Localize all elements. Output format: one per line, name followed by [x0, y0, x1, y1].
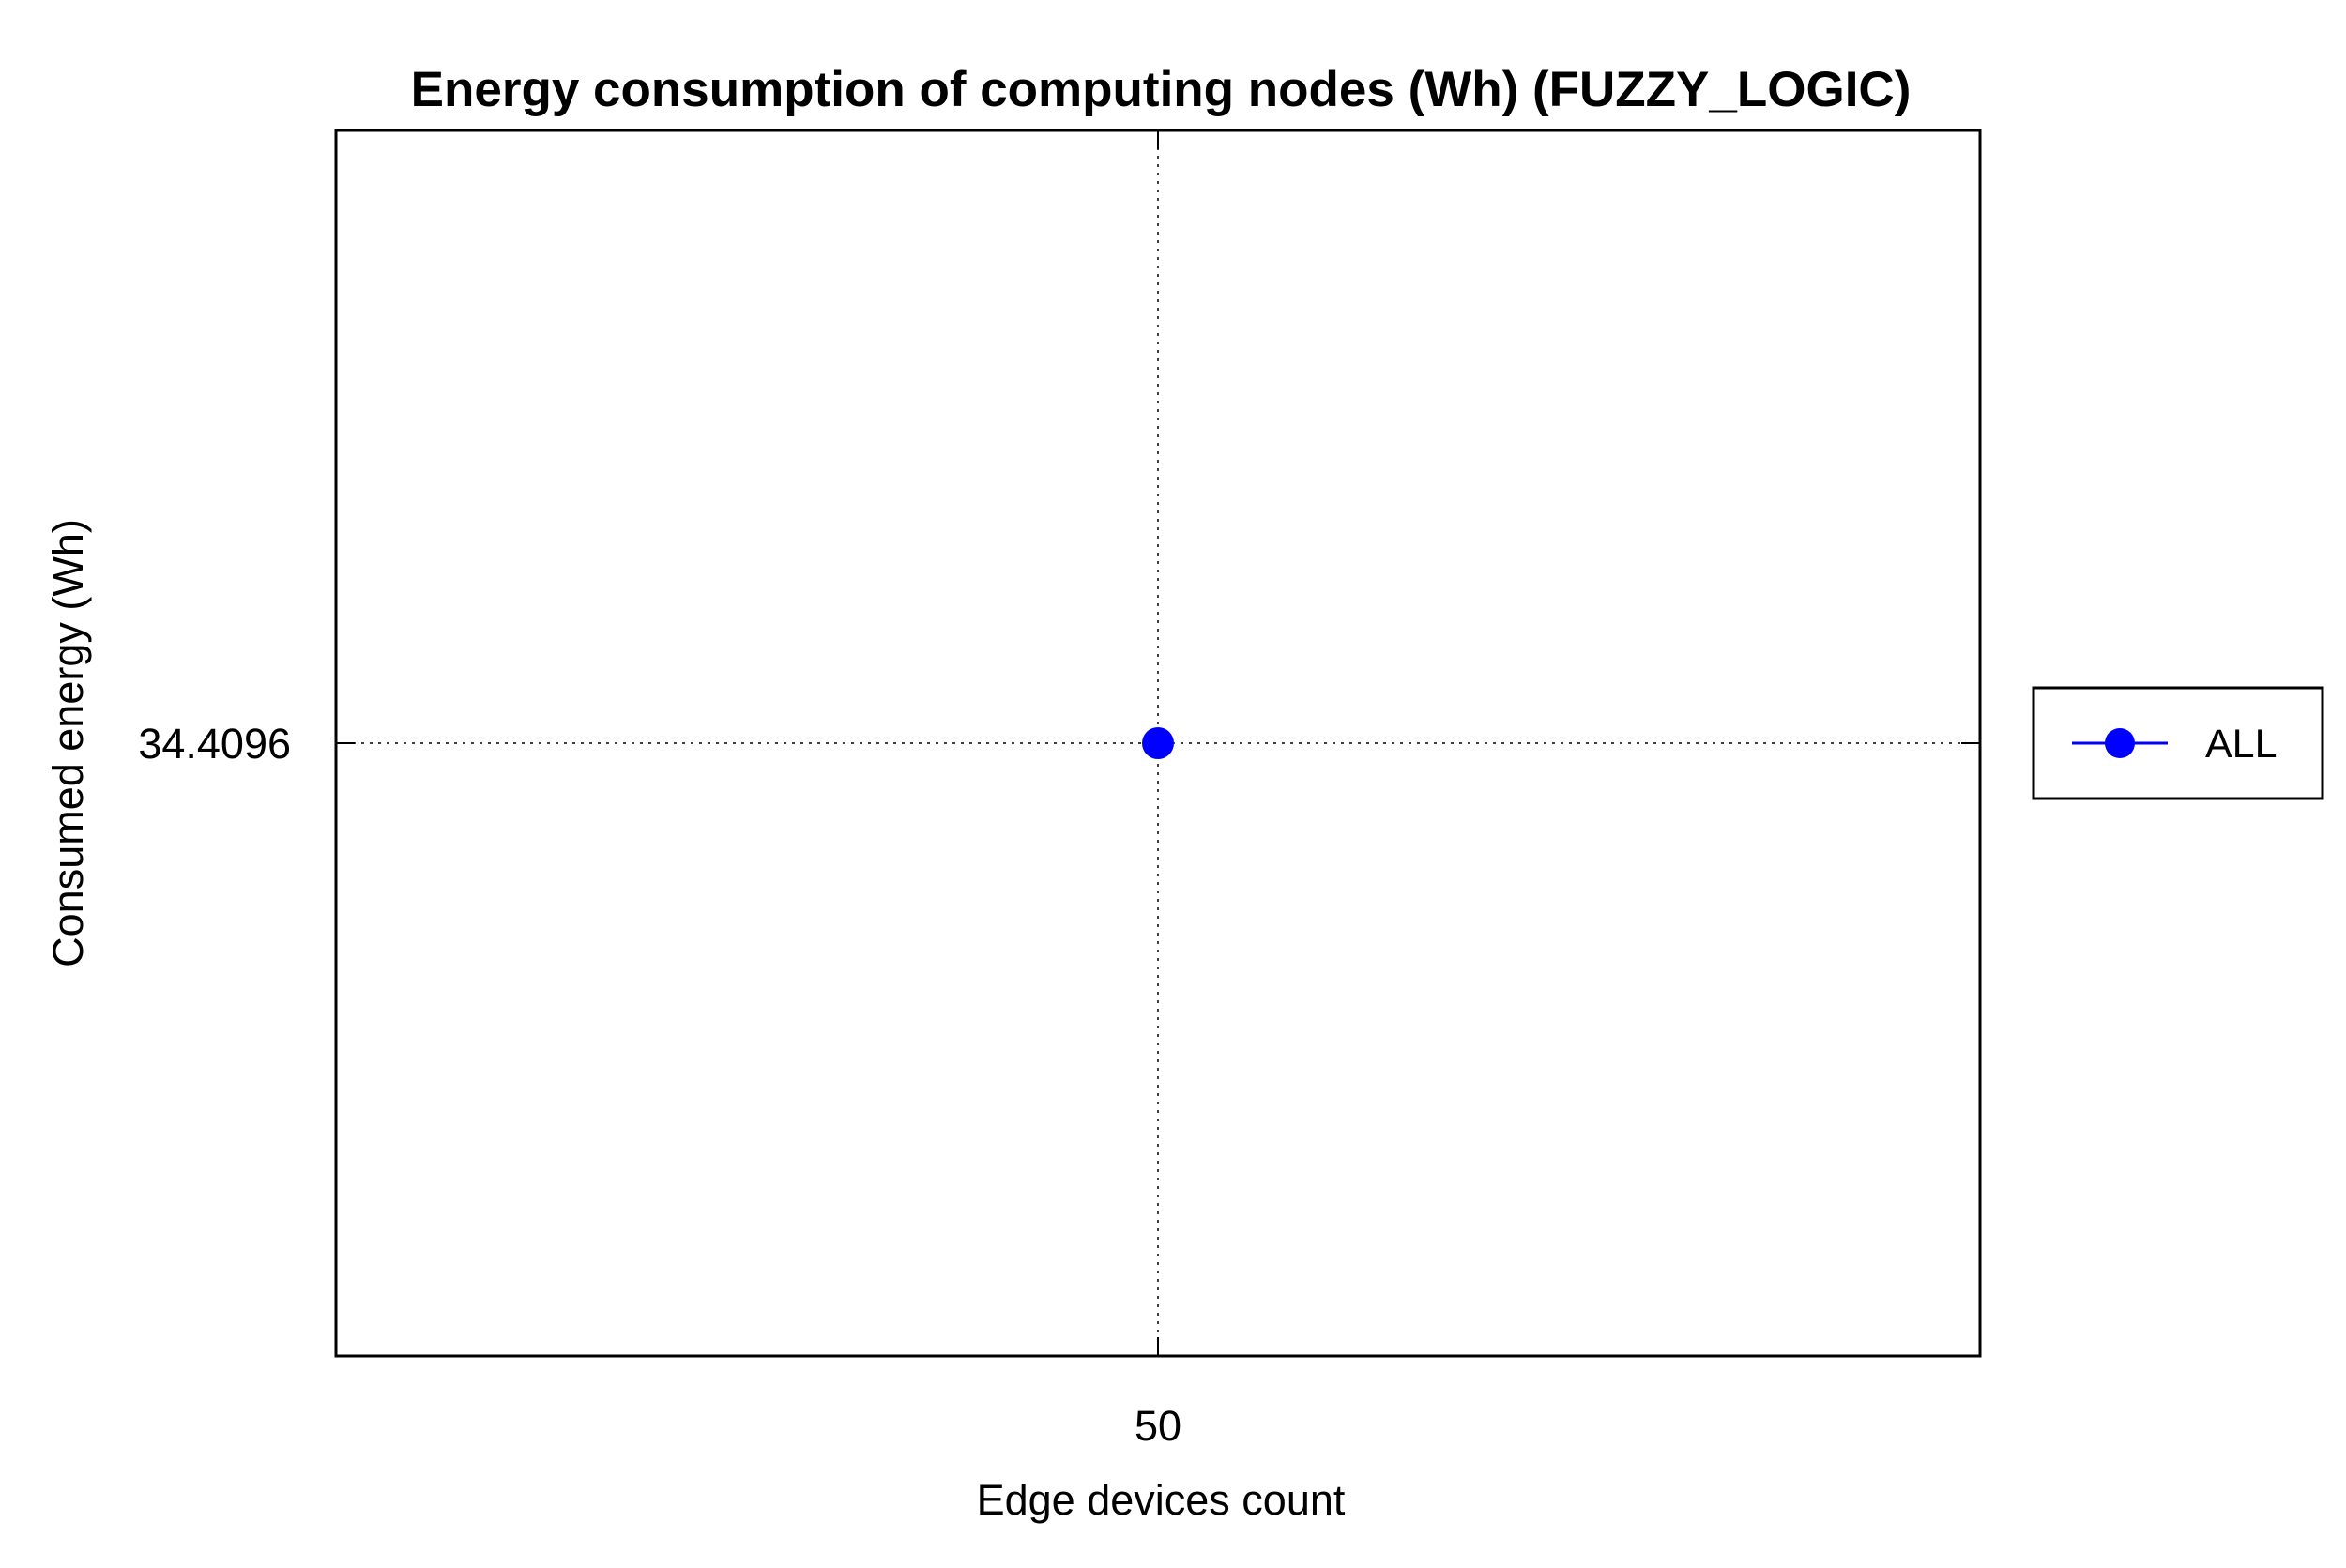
ticks-layer: 50 34.4096 — [138, 130, 1980, 1450]
data-point — [1142, 727, 1174, 759]
chart-title: Energy consumption of computing nodes (W… — [411, 62, 1912, 117]
marks-layer — [1142, 727, 1174, 759]
x-axis-label: Edge devices count — [977, 1476, 1346, 1524]
legend-series-marker — [2105, 728, 2135, 758]
legend: ALL — [2032, 686, 2324, 800]
y-tick-label: 34.4096 — [138, 720, 291, 768]
y-axis-label: Consumed energy (Wh) — [44, 519, 92, 967]
legend-series-label: ALL — [2205, 722, 2277, 767]
x-tick-label: 50 — [1135, 1402, 1181, 1450]
